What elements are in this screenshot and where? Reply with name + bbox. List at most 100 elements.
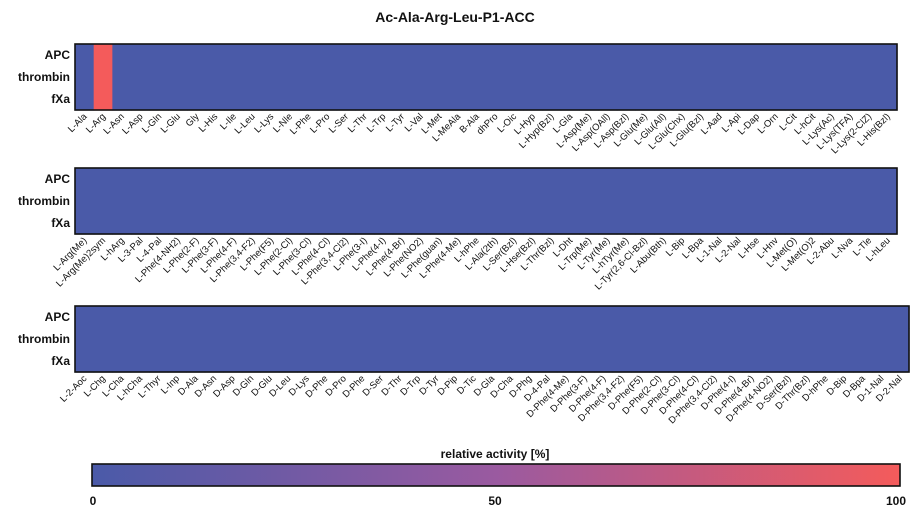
heatmap-cell — [691, 190, 711, 213]
heatmap-cell — [411, 88, 431, 111]
heatmap-cell — [187, 88, 207, 111]
column-label: L-Trp — [365, 111, 389, 135]
heatmap-cell — [392, 88, 412, 111]
heatmap-cell — [224, 190, 244, 213]
heatmap-cell — [728, 190, 749, 213]
heatmap-cell — [336, 88, 356, 111]
heatmap-cell — [575, 350, 595, 373]
heatmap-cell — [822, 190, 842, 213]
heatmap-cell — [241, 306, 261, 329]
heatmap-cell — [445, 328, 465, 351]
heatmap-cell — [616, 212, 637, 235]
heatmap-cell — [390, 328, 410, 351]
heatmap-cell — [878, 88, 898, 111]
heatmap-cell — [223, 306, 243, 329]
heatmap-cell — [297, 350, 317, 373]
heatmap-cell — [834, 350, 854, 373]
heatmap-cell — [871, 328, 892, 351]
column-label: L-Asp — [120, 111, 145, 136]
heatmap-cell — [890, 350, 910, 373]
heatmap-cell — [131, 168, 151, 191]
heatmap-cell — [766, 212, 786, 235]
heatmap-cell — [429, 66, 450, 89]
heatmap-cell — [315, 328, 336, 351]
heatmap-cell — [784, 44, 805, 67]
heatmap-cell — [878, 66, 898, 89]
column-label: D-Ser — [361, 373, 386, 398]
column-label: D-Thr — [380, 373, 405, 398]
heatmap-cell — [186, 328, 206, 351]
heatmap-cell — [93, 44, 113, 67]
heatmap-frame — [74, 43, 898, 111]
heatmap-cell — [542, 212, 562, 235]
heatmap-cell — [616, 44, 637, 67]
heatmap-cell — [187, 44, 207, 67]
column-label: L-Tyr — [384, 111, 407, 134]
heatmap-cell — [691, 212, 711, 235]
heatmap-cell — [686, 350, 706, 373]
heatmap-cell — [779, 328, 799, 351]
heatmap-cell — [635, 168, 655, 191]
heatmap-cell — [523, 44, 543, 67]
heatmap-cell — [429, 88, 450, 111]
heatmap-cell — [243, 44, 263, 67]
heatmap-cell — [635, 66, 655, 89]
heatmap-cell — [223, 350, 243, 373]
heatmap-cell — [429, 168, 450, 191]
heatmap-cell — [840, 190, 861, 213]
heatmap-cell — [392, 168, 412, 191]
heatmap-cell — [280, 190, 300, 213]
heatmap-cell — [728, 66, 749, 89]
heatmap-cell — [523, 168, 543, 191]
heatmap-cell — [317, 44, 338, 67]
heatmap-cell — [631, 328, 651, 351]
heatmap-cell — [299, 44, 319, 67]
heatmap-cell — [598, 66, 618, 89]
heatmap-cell — [871, 350, 892, 373]
heatmap-cell — [241, 350, 261, 373]
heatmap-cell — [556, 350, 576, 373]
heatmap-cell — [612, 328, 632, 351]
row-label-fxa: fXa — [51, 216, 70, 230]
heatmap-cell — [691, 66, 711, 89]
heatmap-cell — [593, 306, 614, 329]
heatmap-cell — [523, 88, 543, 111]
heatmap-cell — [392, 190, 412, 213]
heatmap-cell — [766, 66, 786, 89]
heatmap-cell — [797, 306, 817, 329]
heatmap-cell — [710, 66, 730, 89]
heatmap-cell — [371, 328, 391, 351]
colorbar-tick-min: 0 — [90, 494, 97, 508]
heatmap-cell — [822, 88, 842, 111]
heatmap-panel-1: APCthrombinfXaL-AlaL-ArgL-AsnL-AspL-GlnL… — [18, 43, 898, 156]
heatmap-cell — [834, 328, 854, 351]
heatmap-cell — [448, 88, 468, 111]
heatmap-cell — [93, 66, 113, 89]
heatmap-cell — [93, 212, 113, 235]
heatmap-cell — [93, 88, 113, 111]
heatmap-cell — [686, 306, 706, 329]
heatmap-cell — [822, 212, 842, 235]
heatmap-cell — [579, 168, 599, 191]
column-label: L-Orn — [756, 111, 781, 136]
column-label: L-His — [197, 111, 221, 135]
heatmap-cell — [299, 66, 319, 89]
heatmap-cell — [149, 306, 169, 329]
heatmap-cell — [635, 212, 655, 235]
heatmap-cell — [464, 328, 484, 351]
heatmap-cell — [168, 212, 188, 235]
heatmap-cell — [390, 350, 410, 373]
heatmap-cell — [501, 350, 521, 373]
heatmap-cell — [705, 350, 725, 373]
heatmap-cell — [598, 88, 618, 111]
heatmap-cell — [616, 66, 637, 89]
heatmap-cell — [186, 350, 206, 373]
heatmap-cell — [728, 168, 749, 191]
heatmap-cell — [112, 190, 132, 213]
heatmap-cell — [672, 66, 693, 89]
heatmap-cell — [130, 328, 150, 351]
column-label: D-Trp — [398, 373, 423, 398]
heatmap-cell — [205, 66, 226, 89]
row-label-apc: APC — [45, 48, 71, 62]
heatmap-cell — [482, 328, 502, 351]
